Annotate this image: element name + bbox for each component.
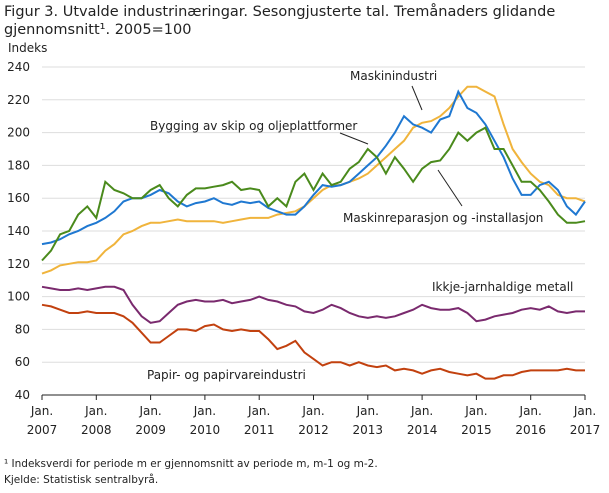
series-label: Papir- og papirvareindustri [147,368,306,382]
footnote: ¹ Indeksverdi for periode m er gjennomsn… [4,458,378,470]
x-tick-label: Jan. 2017 [570,404,601,437]
x-tick-label: Jan. 2007 [27,404,58,437]
annotation-arrows [339,85,463,207]
y-tick-label: 40 [15,388,30,402]
arrow [437,169,463,207]
series-label: Maskinindustri [350,69,437,83]
x-tick-label: Jan. 2014 [407,404,438,437]
series-label: Bygging av skip og oljeplattformer [150,119,357,133]
y-tick-label: 100 [7,290,30,304]
x-tick-label: Jan. 2015 [461,404,492,437]
series-label: Maskinreparasjon og -installasjon [343,211,543,225]
y-tick-label: 120 [7,257,30,271]
x-tick-label: Jan. 2016 [515,404,546,437]
y-tick-label: 200 [7,126,30,140]
series-line [41,126,586,262]
y-tick-label: 140 [7,224,30,238]
arrow [339,132,369,145]
series-line [41,285,585,324]
y-tick-label: 180 [7,158,30,172]
y-tick-label: 220 [7,93,30,107]
x-tick-label: Jan. 2010 [190,404,221,437]
x-tick-label: Jan. 2008 [81,404,112,437]
series-label: Ikkje-jarnhaldige metall [432,280,573,294]
x-tick-label: Jan. 2013 [353,404,384,437]
source: Kjelde: Statistisk sentralbyrå. [4,473,158,486]
series-line [41,85,586,275]
chart-title: Figur 3. Utvalde industrinæringar. Seson… [4,3,555,38]
x-tick-label: Jan. 2011 [244,404,275,437]
x-tick-label: Jan. 2012 [298,404,329,437]
y-tick-label: 160 [7,191,30,205]
x-tick-label: Jan. 2009 [135,404,166,437]
series-line [41,303,585,380]
y-axis-label: Indeks [8,41,47,55]
arrow [411,85,423,111]
y-tick-label: 60 [15,355,30,369]
y-tick-label: 80 [15,322,30,336]
y-tick-label: 240 [7,60,30,74]
